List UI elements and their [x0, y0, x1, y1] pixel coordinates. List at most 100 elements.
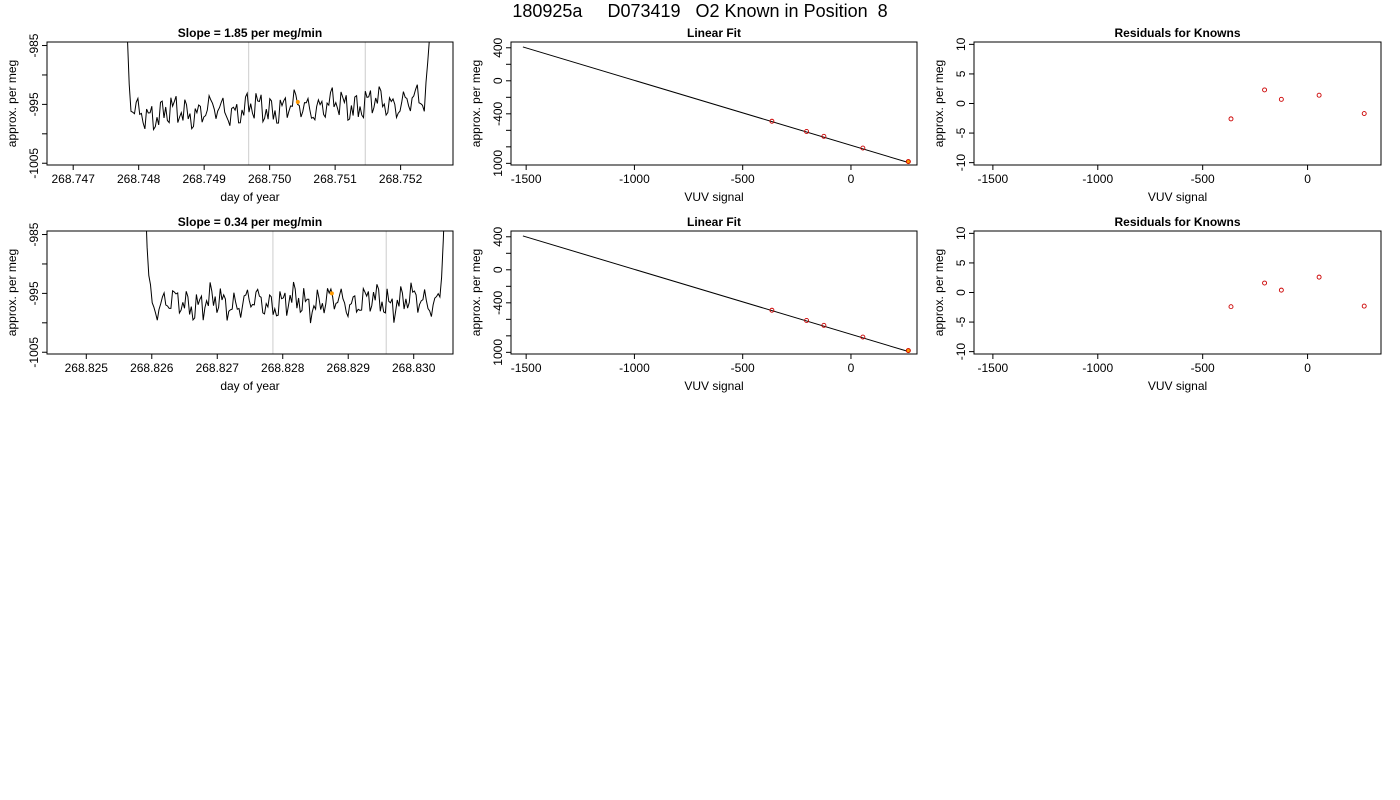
known-point	[804, 129, 810, 134]
trace-line	[127, 42, 430, 132]
y-tick-label: -5	[954, 316, 968, 327]
plot-title: Slope = 1.85 per meg/min	[178, 26, 322, 40]
plot-title: Residuals for Knowns	[1114, 26, 1240, 40]
known-point	[1278, 96, 1284, 102]
x-tick-label: 268.830	[392, 361, 436, 375]
known-point	[804, 318, 810, 323]
x-tick-label: 268.751	[313, 172, 357, 186]
y-tick-label: -400	[491, 290, 505, 314]
y-tick-label: 1000	[491, 339, 505, 366]
x-tick-label: 0	[848, 172, 855, 186]
y-tick-label: 0	[954, 289, 968, 296]
x-tick-label: 0	[1304, 172, 1311, 186]
highlight-point	[329, 291, 334, 296]
x-tick-label: 268.747	[51, 172, 95, 186]
plot-title: Linear Fit	[687, 26, 741, 40]
plot-frame	[46, 41, 454, 166]
y-axis-label: approx. per meg	[932, 60, 946, 147]
known-point	[1316, 274, 1322, 280]
x-tick-label: 0	[1304, 361, 1311, 375]
x-tick-label: 268.749	[182, 172, 226, 186]
y-tick-label: 10	[954, 226, 968, 240]
x-tick-label: 268.829	[327, 361, 371, 375]
y-tick-label: 400	[491, 226, 505, 246]
y-tick-label: -1005	[27, 337, 41, 368]
plot-frame	[510, 230, 918, 355]
known-point	[860, 334, 866, 340]
page-title: 180925a D073419 O2 Known in Position 8	[512, 1, 888, 21]
y-tick-label: -995	[27, 92, 41, 116]
x-tick-label: -1000	[619, 361, 650, 375]
x-tick-label: -500	[731, 361, 755, 375]
x-tick-label: 0	[848, 361, 855, 375]
x-axis-label: VUV signal	[684, 379, 743, 393]
x-tick-label: 268.748	[117, 172, 161, 186]
y-tick-label: -10	[954, 154, 968, 172]
trace-line	[146, 231, 445, 324]
known-point	[905, 348, 911, 353]
y-tick-label: -5	[954, 127, 968, 138]
known-point	[1262, 87, 1268, 93]
y-tick-label: 5	[954, 70, 968, 77]
y-tick-label: -995	[27, 281, 41, 305]
x-axis-label: VUV signal	[684, 190, 743, 204]
x-tick-label: 268.828	[261, 361, 305, 375]
y-tick-label: 10	[954, 37, 968, 51]
known-point	[905, 159, 911, 164]
known-point	[821, 322, 827, 328]
y-axis-label: approx. per meg	[5, 60, 19, 147]
y-tick-label: 1000	[491, 150, 505, 177]
x-tick-label: -1500	[511, 361, 542, 375]
x-tick-label: 268.827	[196, 361, 240, 375]
known-point	[1361, 111, 1367, 117]
plot-frame	[973, 41, 1382, 166]
known-point	[860, 145, 866, 151]
x-axis-label: day of year	[220, 190, 279, 204]
x-tick-label: -500	[1191, 361, 1215, 375]
x-tick-label: 268.826	[130, 361, 174, 375]
y-tick-label: -1005	[27, 148, 41, 179]
known-point	[1228, 304, 1234, 310]
y-axis-label: approx. per meg	[469, 249, 483, 336]
y-axis-label: approx. per meg	[932, 249, 946, 336]
known-point	[1278, 287, 1284, 293]
x-tick-label: -1500	[978, 361, 1009, 375]
x-tick-label: -1000	[1082, 172, 1113, 186]
y-tick-label: 0	[491, 77, 505, 84]
highlight-point	[295, 100, 300, 105]
plot-frame	[46, 230, 454, 355]
plot-title: Slope = 0.34 per meg/min	[178, 215, 322, 229]
plot-frame	[973, 230, 1382, 355]
fit-line	[522, 46, 909, 164]
x-tick-label: 268.750	[248, 172, 292, 186]
known-point	[1262, 280, 1268, 286]
known-point	[769, 307, 775, 313]
x-axis-label: day of year	[220, 379, 279, 393]
plot-title: Residuals for Knowns	[1114, 215, 1240, 229]
known-point	[1361, 303, 1367, 309]
y-tick-label: -400	[491, 101, 505, 125]
y-tick-label: -985	[27, 33, 41, 57]
x-axis-label: VUV signal	[1148, 190, 1207, 204]
y-tick-label: 5	[954, 259, 968, 266]
x-tick-label: -500	[731, 172, 755, 186]
x-tick-label: 268.825	[65, 361, 109, 375]
x-tick-label: -1000	[1082, 361, 1113, 375]
y-tick-label: -10	[954, 343, 968, 361]
known-point	[1228, 116, 1234, 122]
plot-frame	[510, 41, 918, 166]
x-tick-label: 268.752	[379, 172, 423, 186]
y-tick-label: 0	[954, 100, 968, 107]
x-axis-label: VUV signal	[1148, 379, 1207, 393]
y-tick-label: -985	[27, 222, 41, 246]
fit-line	[522, 235, 909, 353]
known-point	[821, 133, 827, 139]
known-point	[769, 118, 775, 124]
x-tick-label: -500	[1191, 172, 1215, 186]
x-tick-label: -1500	[978, 172, 1009, 186]
y-axis-label: approx. per meg	[469, 60, 483, 147]
y-tick-label: 400	[491, 37, 505, 57]
x-tick-label: -1500	[511, 172, 542, 186]
y-tick-label: 0	[491, 266, 505, 273]
